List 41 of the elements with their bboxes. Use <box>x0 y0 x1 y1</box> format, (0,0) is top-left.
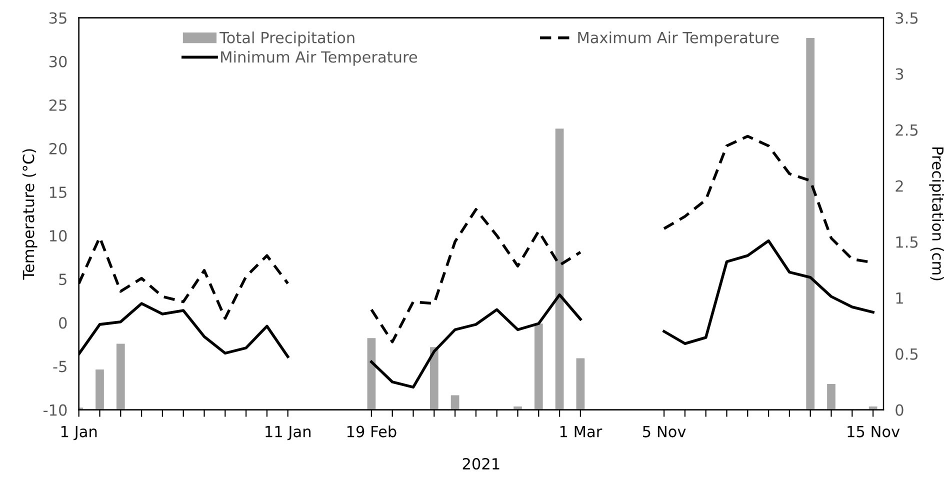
y2-tick-label: 0 <box>896 404 904 416</box>
x-tick-label: 1 Mar <box>560 426 602 438</box>
bar <box>430 347 438 410</box>
bar <box>450 395 460 410</box>
bar <box>116 344 125 410</box>
bar <box>576 358 585 410</box>
bar <box>514 406 522 410</box>
y2-tick-label: 0.5 <box>896 348 918 360</box>
legend-label: Maximum Air Temperature <box>578 32 779 46</box>
bar <box>367 338 376 410</box>
bar <box>827 384 836 410</box>
y2-axis-title: Precipitation (cm) <box>929 148 944 280</box>
y2-tick-label: 1.5 <box>896 236 918 248</box>
y-tick-label: 35 <box>49 12 66 24</box>
x-tick-label: 5 Nov <box>643 426 686 438</box>
y2-tick-label: 1 <box>896 292 903 304</box>
x-tick-label: 1 Jan <box>61 426 97 440</box>
bar <box>555 128 564 410</box>
bar <box>534 324 543 410</box>
y-axis-title: Temperature (°C) <box>22 149 38 280</box>
legend-label: Total Precipitation <box>220 32 354 46</box>
bar <box>806 38 815 410</box>
y-tick-label: 30 <box>49 56 67 68</box>
bar <box>96 369 104 410</box>
y-tick-label: 5 <box>59 274 66 286</box>
y-tick-label: 0 <box>59 317 67 329</box>
y-tick-label: 10 <box>50 230 67 242</box>
y2-tick-label: 2.5 <box>896 124 918 136</box>
y-tick-label: -5 <box>53 360 66 372</box>
y-tick-label: -10 <box>44 404 67 416</box>
y-tick-label: 25 <box>49 99 66 111</box>
y2-tick-label: 3 <box>896 68 904 80</box>
legend-label: Minimum Air Temperature <box>221 50 418 66</box>
y2-tick-label: 2 <box>896 180 903 192</box>
x-axis-title: 2021 <box>462 458 500 470</box>
y-tick-label: 20 <box>49 142 67 154</box>
y-tick-label: 15 <box>50 186 66 198</box>
x-tick-label: 11 Jan <box>266 426 310 440</box>
y2-tick-label: 3.5 <box>896 12 918 24</box>
x-tick-label: 19 Feb <box>347 425 396 438</box>
x-tick-label: 15 Nov <box>848 426 900 438</box>
